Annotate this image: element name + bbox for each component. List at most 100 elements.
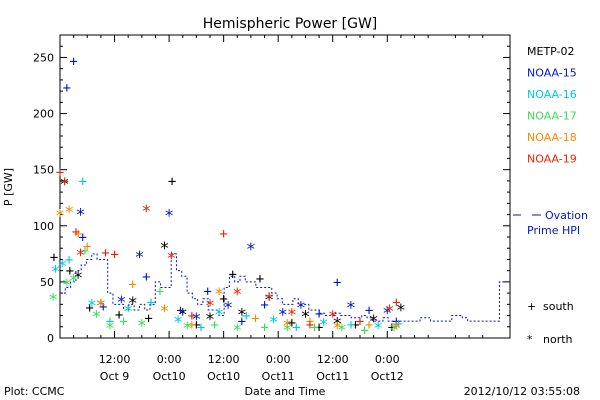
ovation-legend-label-2: Prime HPI	[527, 224, 580, 237]
data-point-noaa-16: +	[197, 320, 205, 336]
data-point-noaa-15: *	[278, 305, 288, 325]
data-point-noaa-15: *	[382, 304, 392, 324]
data-point-noaa-15: *	[223, 299, 233, 319]
data-point-metp-02: *	[332, 314, 342, 334]
data-point-noaa-15: +	[204, 284, 212, 300]
data-point-noaa-19: +	[60, 174, 68, 190]
data-point-noaa-16: *	[87, 296, 97, 316]
data-point-noaa-18: +	[83, 239, 91, 255]
data-point-noaa-18: +	[251, 311, 259, 327]
data-point-noaa-15: +	[176, 303, 184, 319]
data-point-noaa-17: *	[182, 319, 192, 339]
data-point-noaa-16: *	[173, 313, 183, 333]
data-point-noaa-16: *	[373, 319, 383, 339]
x-axis-label: Date and Time	[245, 385, 326, 398]
data-point-metp-02: *	[264, 291, 274, 311]
south-marker-symbol: +	[527, 300, 536, 313]
data-point-noaa-17: +	[119, 314, 127, 330]
y-tick-label: 250	[33, 51, 54, 64]
data-point-noaa-19: +	[219, 227, 227, 243]
data-point-noaa-19: *	[205, 296, 215, 316]
data-point-noaa-17: *	[137, 317, 147, 337]
data-point-noaa-17: +	[81, 243, 89, 259]
data-point-noaa-15: *	[296, 299, 306, 319]
data-point-metp-02: *	[237, 305, 247, 325]
data-point-noaa-16: *	[57, 257, 67, 277]
data-point-noaa-19: *	[328, 308, 338, 328]
data-point-noaa-15: +	[238, 314, 246, 330]
x-tick-date-label: Oct11	[262, 370, 295, 383]
data-point-noaa-15: +	[315, 306, 323, 322]
data-point-noaa-17: *	[48, 291, 58, 311]
data-point-noaa-18: *	[332, 319, 342, 339]
data-point-metp-02: *	[178, 305, 188, 325]
x-tick-date-label: Oct10	[153, 370, 186, 383]
data-point-noaa-15: +	[260, 297, 268, 313]
data-point-noaa-19: *	[141, 202, 151, 222]
data-point-noaa-19: *	[75, 246, 85, 266]
data-point-noaa-19: *	[287, 305, 297, 325]
data-point-noaa-19: +	[72, 224, 80, 240]
data-point-noaa-16: +	[147, 295, 155, 311]
data-point-noaa-17: +	[156, 284, 164, 300]
data-point-noaa-15: +	[365, 303, 373, 319]
legend-entry-noaa-17: NOAA-17	[527, 110, 577, 123]
plot-credit: Plot: CCMC	[4, 385, 65, 398]
data-point-noaa-18: *	[159, 302, 169, 322]
data-point-noaa-17: +	[260, 320, 268, 336]
legend-entry-noaa-15: NOAA-15	[527, 67, 577, 80]
data-point-noaa-18: +	[129, 277, 137, 293]
data-point-noaa-19: +	[306, 318, 314, 334]
data-point-metp-02: +	[388, 320, 396, 336]
data-point-noaa-19: *	[232, 285, 242, 305]
data-point-noaa-19: *	[384, 302, 394, 322]
data-point-noaa-17: +	[310, 320, 318, 336]
data-point-noaa-15: *	[134, 248, 144, 268]
y-tick-label: 0	[47, 332, 54, 345]
data-point-noaa-19: +	[110, 247, 118, 263]
data-point-noaa-15: *	[191, 310, 201, 330]
data-point-noaa-17: *	[337, 321, 347, 341]
data-point-noaa-18: *	[96, 296, 106, 316]
data-point-noaa-18: *	[64, 203, 74, 223]
data-point-noaa-18: +	[74, 227, 82, 243]
data-point-noaa-18: *	[391, 319, 401, 339]
data-point-noaa-16: *	[319, 315, 329, 335]
data-point-noaa-15: *	[75, 205, 85, 225]
legend-entry-metp-02: METP-02	[527, 45, 575, 58]
data-point-metp-02: +	[192, 318, 200, 334]
data-point-metp-02: *	[369, 312, 379, 332]
data-point-noaa-18: +	[365, 318, 373, 334]
data-point-noaa-16: +	[242, 309, 250, 325]
data-point-noaa-15: +	[392, 314, 400, 330]
data-point-noaa-17: *	[62, 276, 72, 296]
plot-frame	[59, 34, 511, 339]
data-point-noaa-19: +	[188, 309, 196, 325]
ovation-line-layer	[60, 253, 510, 322]
data-point-noaa-15: +	[63, 81, 71, 97]
data-point-noaa-16: +	[394, 316, 402, 332]
data-points-layer: +*+*+ * +*+*+*+ *++*+*+ *+ * + * +*++*++ **+*+ *+*…	[48, 54, 406, 341]
y-axis-label: P [GW]	[2, 168, 15, 206]
chart-title: Hemispheric Power [GW]	[203, 16, 378, 32]
data-point-noaa-19: +	[265, 288, 273, 304]
x-tick-date-label: Oct11	[316, 370, 349, 383]
data-point-metp-02: +	[351, 318, 359, 334]
x-tick-label: 12:00	[208, 353, 240, 366]
data-point-metp-02: +	[66, 264, 74, 280]
data-point-metp-02: +	[85, 301, 93, 317]
x-tick-label: 0:00	[375, 353, 400, 366]
data-point-metp-02: *	[73, 268, 83, 288]
ovation-line	[60, 253, 510, 322]
data-point-metp-02: +	[168, 174, 176, 190]
data-point-noaa-15: +	[333, 275, 341, 291]
data-point-noaa-17: *	[69, 272, 79, 292]
data-point-noaa-15: +	[99, 300, 107, 316]
data-point-noaa-18: *	[55, 207, 65, 227]
data-point-metp-02: *	[128, 294, 138, 314]
north-marker-label: north	[543, 333, 573, 346]
data-point-metp-02: *	[159, 239, 169, 259]
y-tick-label: 100	[33, 220, 54, 233]
data-point-noaa-19: *	[166, 249, 176, 269]
